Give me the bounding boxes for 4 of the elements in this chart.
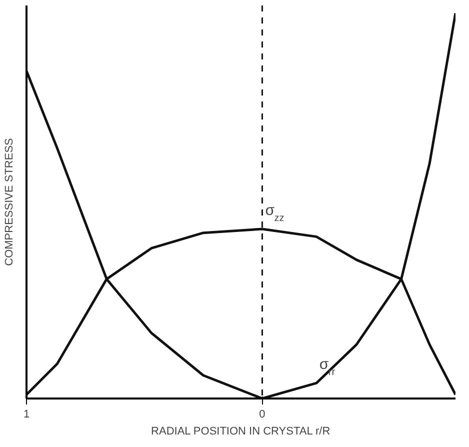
x-tick-label: 1 — [23, 408, 30, 420]
y-axis-title: COMPRESSIVE STRESS — [4, 138, 16, 266]
x-tick-label: 0 — [259, 408, 266, 420]
x-axis-title: RADIAL POSITION IN CRYSTAL r/R — [151, 426, 330, 438]
